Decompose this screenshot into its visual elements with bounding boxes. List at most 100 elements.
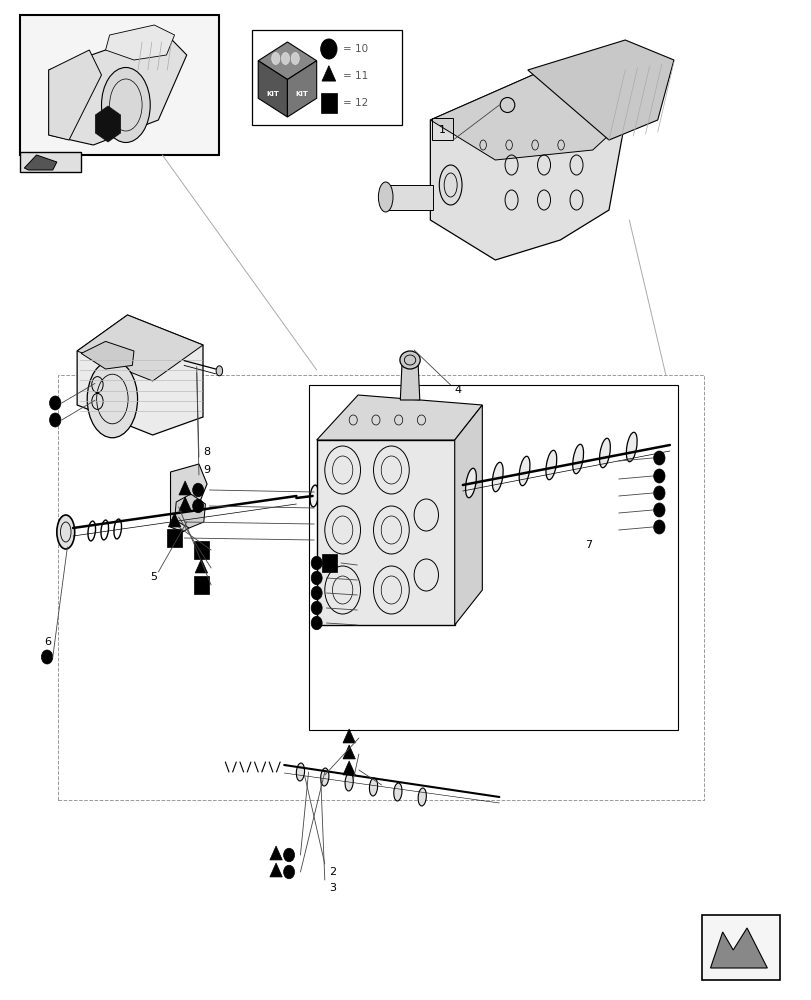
Polygon shape (168, 513, 181, 527)
Text: = 12: = 12 (343, 98, 368, 108)
Ellipse shape (625, 432, 637, 462)
Ellipse shape (465, 468, 476, 498)
Polygon shape (321, 66, 336, 81)
Text: 3: 3 (328, 883, 336, 893)
Ellipse shape (272, 52, 280, 64)
Polygon shape (342, 761, 355, 775)
Text: 6: 6 (45, 637, 52, 647)
Text: 2: 2 (328, 867, 336, 877)
Ellipse shape (87, 360, 137, 438)
Polygon shape (400, 365, 419, 400)
Polygon shape (49, 30, 187, 145)
Polygon shape (287, 61, 316, 117)
Ellipse shape (291, 52, 299, 64)
Polygon shape (527, 40, 673, 140)
Bar (194, 541, 208, 559)
Ellipse shape (310, 485, 318, 507)
Ellipse shape (281, 52, 290, 64)
Bar (320, 93, 337, 113)
Polygon shape (174, 494, 205, 528)
Polygon shape (178, 481, 191, 495)
Polygon shape (95, 106, 121, 142)
Bar (20, 152, 81, 172)
Circle shape (41, 650, 53, 664)
Circle shape (653, 503, 664, 517)
Text: 8: 8 (203, 447, 210, 457)
Polygon shape (77, 315, 203, 381)
Polygon shape (342, 745, 355, 759)
Ellipse shape (572, 444, 583, 474)
Text: 5: 5 (150, 572, 157, 582)
Polygon shape (49, 50, 101, 140)
Text: 1: 1 (438, 125, 445, 135)
Ellipse shape (439, 165, 461, 205)
Polygon shape (430, 70, 624, 160)
Circle shape (283, 865, 294, 879)
Polygon shape (195, 559, 208, 573)
Bar (58, 375, 703, 800)
Bar (251, 30, 401, 125)
Circle shape (311, 556, 322, 570)
Bar (385, 185, 432, 210)
Circle shape (311, 601, 322, 615)
Ellipse shape (334, 481, 342, 503)
Polygon shape (178, 497, 191, 511)
Bar (194, 576, 208, 594)
Circle shape (283, 848, 294, 862)
Bar (167, 529, 182, 547)
Text: KIT: KIT (295, 92, 308, 98)
Text: 7: 7 (584, 540, 591, 550)
Bar (20, 15, 219, 155)
Circle shape (653, 469, 664, 483)
Circle shape (192, 483, 204, 497)
Ellipse shape (296, 763, 304, 781)
Bar (316, 440, 454, 625)
Ellipse shape (322, 483, 330, 505)
Polygon shape (81, 341, 134, 369)
Ellipse shape (378, 182, 393, 212)
Ellipse shape (518, 456, 530, 486)
Ellipse shape (491, 462, 503, 492)
Polygon shape (430, 70, 624, 260)
Bar (322, 554, 337, 572)
Ellipse shape (320, 768, 328, 786)
Circle shape (49, 396, 61, 410)
Text: = 11: = 11 (343, 71, 368, 81)
Polygon shape (710, 928, 766, 968)
Ellipse shape (393, 783, 401, 801)
Ellipse shape (500, 98, 514, 112)
Ellipse shape (369, 778, 377, 796)
Ellipse shape (345, 773, 353, 791)
Text: KIT: KIT (266, 92, 279, 98)
Bar (431, 118, 453, 140)
Text: = 10: = 10 (343, 44, 368, 54)
Circle shape (653, 451, 664, 465)
Ellipse shape (216, 366, 222, 376)
Polygon shape (316, 395, 482, 440)
Circle shape (311, 586, 322, 600)
Ellipse shape (545, 450, 556, 480)
Polygon shape (258, 42, 316, 80)
Circle shape (653, 520, 664, 534)
Ellipse shape (599, 438, 610, 468)
Circle shape (192, 499, 204, 513)
Circle shape (311, 571, 322, 585)
Polygon shape (269, 863, 282, 877)
Circle shape (653, 486, 664, 500)
Ellipse shape (101, 68, 150, 142)
Text: 4: 4 (454, 385, 461, 395)
Polygon shape (24, 155, 57, 170)
Bar (308, 385, 677, 730)
Polygon shape (454, 405, 482, 625)
Circle shape (320, 39, 337, 59)
Bar (702, 915, 779, 980)
Polygon shape (258, 61, 287, 117)
Text: 9: 9 (203, 465, 210, 475)
Circle shape (49, 413, 61, 427)
Polygon shape (170, 464, 207, 532)
Ellipse shape (399, 351, 420, 369)
Circle shape (311, 616, 322, 630)
Ellipse shape (418, 788, 426, 806)
Ellipse shape (57, 515, 75, 549)
Polygon shape (105, 25, 174, 60)
